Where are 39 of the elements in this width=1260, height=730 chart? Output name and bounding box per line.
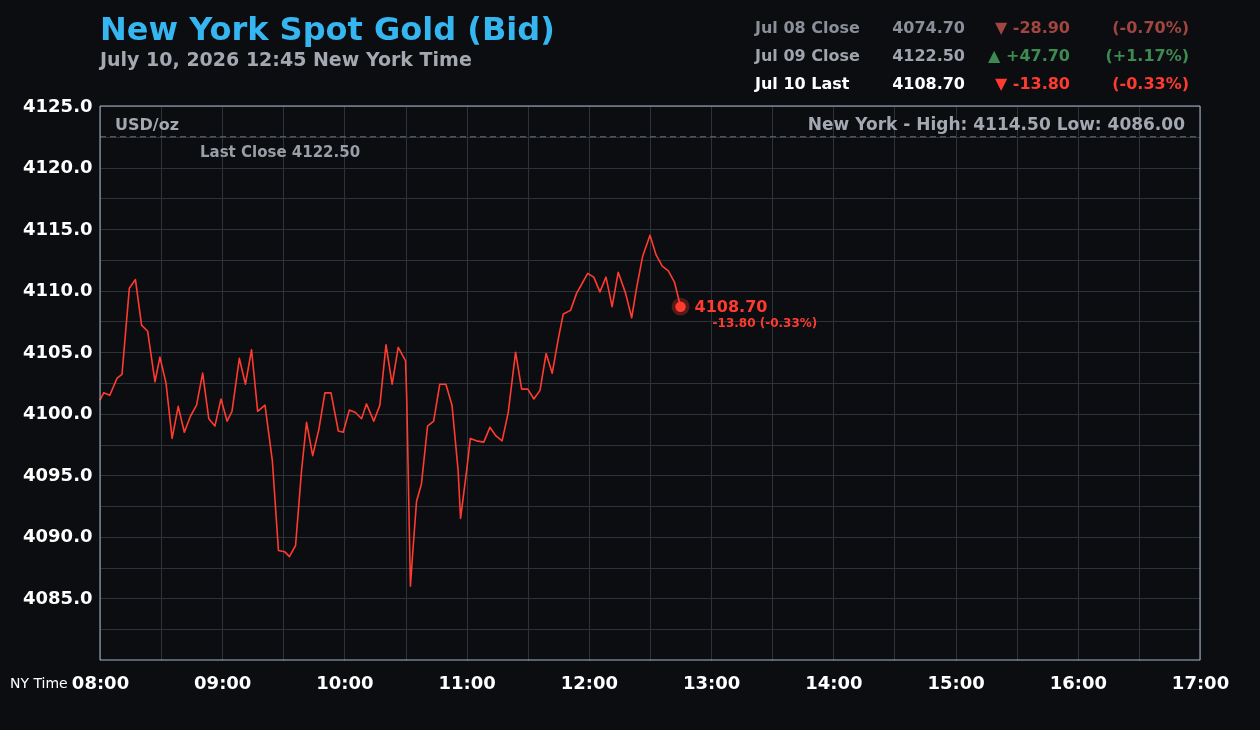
y-tick-label: 4110.0 <box>23 279 93 301</box>
x-tick-label: 16:00 <box>1049 671 1107 693</box>
y-tick-label: 4095.0 <box>23 463 93 485</box>
y-tick-label: 4115.0 <box>23 217 93 239</box>
y-tick-label: 4090.0 <box>23 525 93 547</box>
annotation: New York - High: 4114.50 Low: 4086.00 <box>807 114 1186 134</box>
annotation: 4108.70 <box>694 296 768 316</box>
text: 4122.50 <box>892 46 965 65</box>
text: ▼ -28.90 <box>994 18 1070 37</box>
x-tick-label: 13:00 <box>682 671 741 693</box>
x-tick-label: 10:00 <box>316 671 374 693</box>
text: Jul 08 Close <box>754 18 860 37</box>
y-tick-label: 4125.0 <box>23 94 93 116</box>
x-tick-label: 15:00 <box>927 671 985 693</box>
y-tick-label: 4120.0 <box>23 156 93 178</box>
text: Jul 10 Last <box>754 74 850 93</box>
x-tick-label: 11:00 <box>438 671 496 693</box>
y-tick-label: 4105.0 <box>23 340 93 362</box>
annotation: USD/oz <box>115 115 179 134</box>
text: ▼ -13.80 <box>994 74 1070 93</box>
y-tick-label: 4100.0 <box>23 402 93 424</box>
x-tick-label: 14:00 <box>805 671 863 693</box>
x-tick-label: 08:00 <box>71 671 130 693</box>
x-tick-label: 09:00 <box>194 671 252 693</box>
y-tick-label: 4085.0 <box>23 586 93 608</box>
text: 4108.70 <box>892 74 965 93</box>
x-tick-label: 12:00 <box>560 671 619 693</box>
x-axis-title: NY Time <box>10 675 68 691</box>
text: 4074.70 <box>892 18 965 37</box>
text: (-0.33%) <box>1112 74 1189 93</box>
chart-subtitle: July 10, 2026 12:45 New York Time <box>98 48 472 70</box>
text: ▲ +47.70 <box>988 46 1070 65</box>
annotation: -13.80 (-0.33%) <box>712 315 818 330</box>
chart-title: New York Spot Gold (Bid) <box>100 10 555 48</box>
ref-line-label: Last Close 4122.50 <box>200 142 361 161</box>
text: (-0.70%) <box>1112 18 1189 37</box>
text: (+1.17%) <box>1105 46 1189 65</box>
text: Jul 09 Close <box>754 46 860 65</box>
x-tick-label: 17:00 <box>1171 671 1230 693</box>
